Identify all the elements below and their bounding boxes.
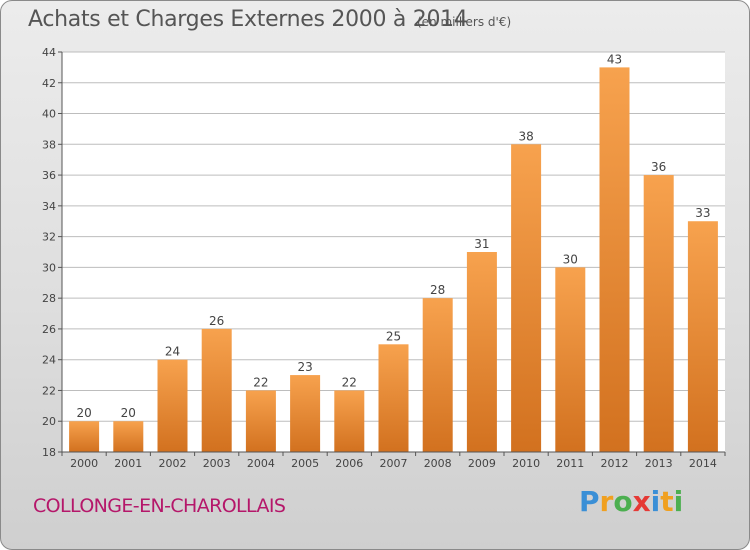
x-tick-label: 2011: [556, 457, 584, 470]
bar-value-label: 38: [518, 129, 533, 143]
x-tick-label: 2003: [203, 457, 231, 470]
chart-subtitle: (en milliers d'€): [417, 15, 512, 29]
bar-2007: [378, 344, 409, 452]
bar-2011: [555, 267, 586, 452]
y-tick-label: 40: [42, 108, 56, 121]
y-tick-label: 42: [42, 77, 56, 90]
x-tick-label: 2000: [70, 457, 98, 470]
bars: [69, 67, 718, 453]
bar-value-label: 22: [253, 375, 268, 389]
bar-2000: [69, 421, 100, 452]
bar-2005: [290, 375, 321, 452]
y-tick-labels: 18 20 22 24 26 28 30 32 34 36 38 40 42 44: [42, 46, 56, 459]
x-tick-labels: 2000 2001 2002 2003 2004 2005 2006 2007 2008 2009…: [70, 457, 717, 470]
x-tick-label: 2004: [247, 457, 275, 470]
x-tick-label: 2014: [689, 457, 717, 470]
bar-value-label: 36: [651, 160, 666, 174]
bar-value-label: 30: [563, 252, 578, 266]
x-tick-label: 2006: [335, 457, 363, 470]
y-tick-label: 34: [42, 200, 56, 213]
bar-value-label: 43: [607, 52, 622, 66]
logo-letter: i: [673, 485, 684, 518]
bar-value-label: 28: [430, 283, 445, 297]
logo-letter: x: [632, 485, 651, 518]
y-tick-label: 26: [42, 323, 56, 336]
y-tick-label: 44: [42, 46, 56, 59]
y-tick-label: 28: [42, 292, 56, 305]
y-tick-label: 24: [42, 354, 56, 367]
bar-value-label: 23: [297, 360, 312, 374]
y-tick-label: 32: [42, 231, 56, 244]
bar-value-label: 26: [209, 314, 224, 328]
x-tick-label: 2005: [291, 457, 319, 470]
bar-2012: [599, 67, 630, 452]
bar-value-label: 22: [342, 375, 357, 389]
chart-title: Achats et Charges Externes 2000 à 2014: [28, 7, 468, 32]
axes: [61, 52, 725, 453]
bar-2014: [687, 221, 718, 452]
y-tick-label: 36: [42, 169, 56, 182]
bar-value-label: 20: [76, 406, 91, 420]
bar-2008: [422, 298, 453, 452]
bar-2002: [157, 359, 188, 452]
logo-letter: P: [579, 485, 600, 518]
bar-value-label: 33: [695, 206, 710, 220]
logo-letter: t: [660, 485, 674, 518]
y-tick-label: 30: [42, 261, 56, 274]
x-tick-label: 2002: [159, 457, 187, 470]
y-tick-label: 38: [42, 138, 56, 151]
bar-value-labels: 20 20 24 26 22 23 22 25 28 31 38 30 43 36 33: [76, 52, 710, 420]
bar-2003: [201, 328, 232, 452]
town-name: COLLONGE-EN-CHAROLLAIS: [33, 495, 286, 517]
logo-letter: i: [650, 485, 661, 518]
bar-2009: [466, 252, 497, 452]
x-tick-label: 2009: [468, 457, 496, 470]
bar-value-label: 20: [121, 406, 136, 420]
x-tick-label: 2008: [424, 457, 452, 470]
bar-2004: [245, 390, 276, 452]
logo-letter: o: [613, 485, 633, 518]
x-tick-label: 2013: [645, 457, 673, 470]
bar-2013: [643, 175, 674, 453]
bar-value-label: 31: [474, 237, 489, 251]
logo-letter: r: [599, 485, 614, 518]
bar-value-label: 24: [165, 345, 180, 359]
x-tick-label: 2007: [380, 457, 408, 470]
bar-2006: [334, 390, 365, 452]
bar-value-label: 25: [386, 329, 401, 343]
x-tick-label: 2001: [114, 457, 142, 470]
bar-2010: [511, 144, 542, 453]
y-tick-label: 20: [42, 415, 56, 428]
y-tick-label: 18: [42, 446, 56, 459]
x-tick-label: 2012: [601, 457, 629, 470]
x-tick-label: 2010: [512, 457, 540, 470]
bar-2001: [113, 421, 144, 452]
y-tick-label: 22: [42, 384, 56, 397]
proxiti-logo: Proxiti: [579, 485, 683, 518]
